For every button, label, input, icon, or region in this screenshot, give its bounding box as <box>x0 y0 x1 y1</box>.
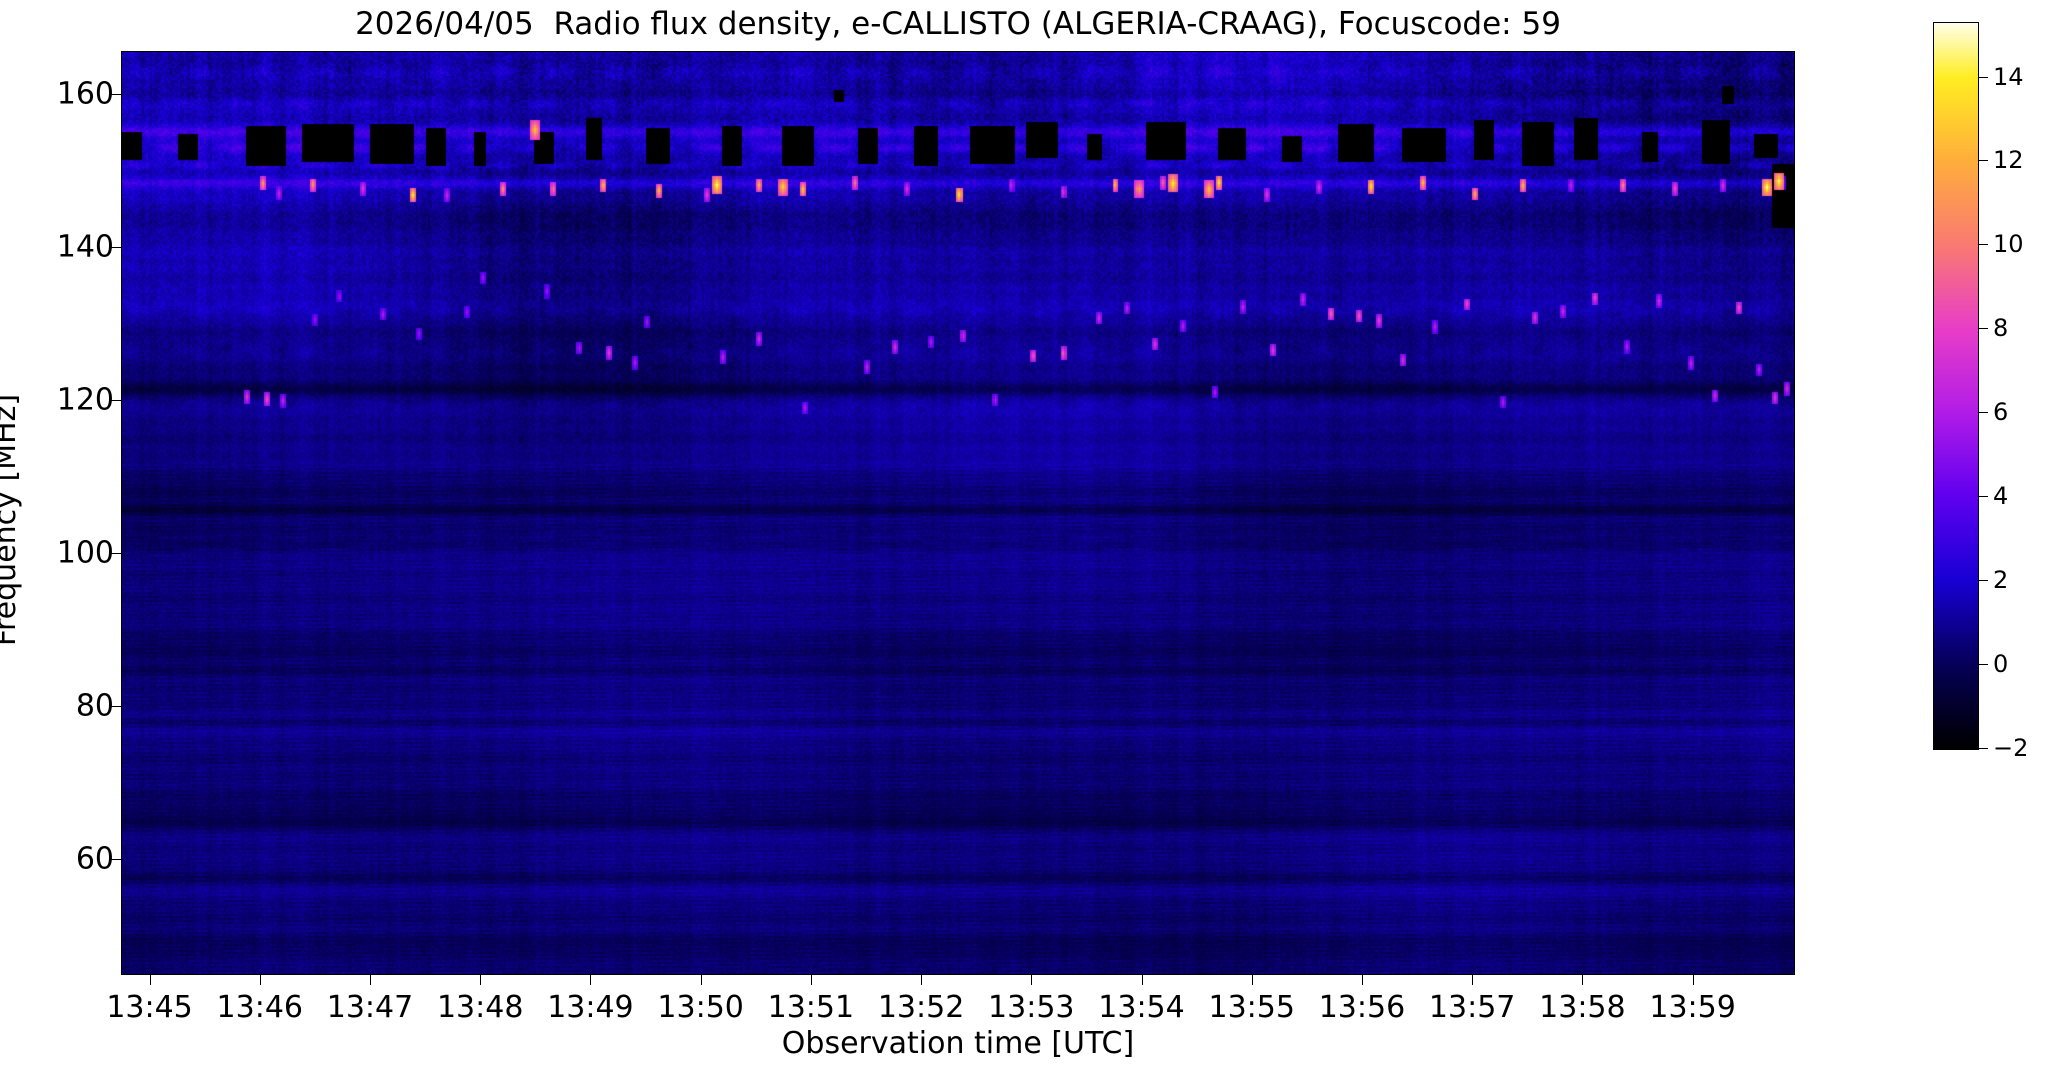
colorbar-tick-mark <box>1979 580 1988 582</box>
colorbar-tick-mark <box>1979 328 1988 330</box>
y-tick-label: 80 <box>75 688 114 724</box>
colorbar-tick-mark <box>1979 664 1988 666</box>
x-tick-label: 13:54 <box>1098 990 1185 1025</box>
x-tick-mark <box>810 974 812 985</box>
colorbar-tick-mark <box>1979 496 1988 498</box>
colorbar-gradient <box>1934 23 1978 749</box>
x-tick-mark <box>1692 974 1694 985</box>
y-tick-mark <box>111 94 122 96</box>
x-tick-mark <box>1582 974 1584 985</box>
colorbar-tick-mark <box>1979 76 1988 78</box>
x-tick-mark <box>700 974 702 985</box>
x-tick-mark <box>480 974 482 985</box>
x-tick-mark <box>1141 974 1143 985</box>
y-tick-label: 100 <box>56 535 114 571</box>
colorbar-tick-label: 6 <box>1993 398 2009 427</box>
colorbar-tick-mark <box>1979 244 1988 246</box>
y-tick-label: 120 <box>56 382 114 418</box>
x-tick-mark <box>590 974 592 985</box>
y-tick-mark <box>111 247 122 249</box>
y-tick-label: 140 <box>56 229 114 265</box>
x-tick-mark <box>1251 974 1253 985</box>
colorbar-tick-label: 2 <box>1993 566 2009 595</box>
colorbar-tick-mark <box>1979 748 1988 749</box>
x-tick-mark <box>369 974 371 985</box>
x-tick-mark <box>1361 974 1363 985</box>
x-tick-label: 13:48 <box>436 990 524 1025</box>
colorbar-tick-label: 8 <box>1993 314 2009 343</box>
x-tick-mark <box>259 974 261 985</box>
y-tick-mark <box>111 400 122 402</box>
spectrogram-plot-area[interactable] <box>121 51 1795 975</box>
colorbar-tick-label: 12 <box>1993 146 2024 175</box>
x-tick-mark <box>1031 974 1033 985</box>
colorbar-tick-label: 4 <box>1993 482 2009 511</box>
x-tick-label: 13:50 <box>657 990 744 1025</box>
x-tick-label: 13:53 <box>988 990 1075 1025</box>
y-tick-mark <box>111 859 122 861</box>
x-tick-label: 13:46 <box>216 990 303 1025</box>
x-tick-mark <box>149 974 151 985</box>
colorbar-tick-label: 10 <box>1993 230 2024 259</box>
x-tick-label: 13:55 <box>1208 990 1295 1025</box>
x-axis-label: Observation time [UTC] <box>781 1026 1135 1061</box>
colorbar-tick-label: 14 <box>1993 62 2024 91</box>
x-tick-mark <box>1472 974 1474 985</box>
colorbar-tick-label: 0 <box>1993 650 2009 679</box>
x-tick-label: 13:56 <box>1318 990 1406 1025</box>
colorbar-tick-mark <box>1979 412 1988 414</box>
x-tick-label: 13:49 <box>547 990 634 1025</box>
y-tick-label: 160 <box>56 76 114 112</box>
x-tick-label: 13:52 <box>877 990 965 1025</box>
colorbar-tick-label: −2 <box>1993 734 2029 762</box>
x-tick-label: 13:57 <box>1428 990 1516 1025</box>
x-tick-label: 13:51 <box>767 990 855 1025</box>
x-tick-label: 13:59 <box>1649 990 1736 1025</box>
y-tick-mark <box>111 706 122 708</box>
colorbar[interactable] <box>1933 22 1979 750</box>
spectrogram-image <box>122 52 1794 974</box>
x-tick-label: 13:58 <box>1539 990 1626 1025</box>
x-tick-label: 13:47 <box>326 990 414 1025</box>
x-tick-mark <box>921 974 923 985</box>
x-tick-label: 13:45 <box>106 990 193 1025</box>
y-tick-mark <box>111 553 122 555</box>
figure-title: 2026/04/05 Radio flux density, e-CALLIST… <box>355 6 1561 42</box>
colorbar-tick-mark <box>1979 160 1988 162</box>
y-tick-label: 60 <box>75 841 114 877</box>
